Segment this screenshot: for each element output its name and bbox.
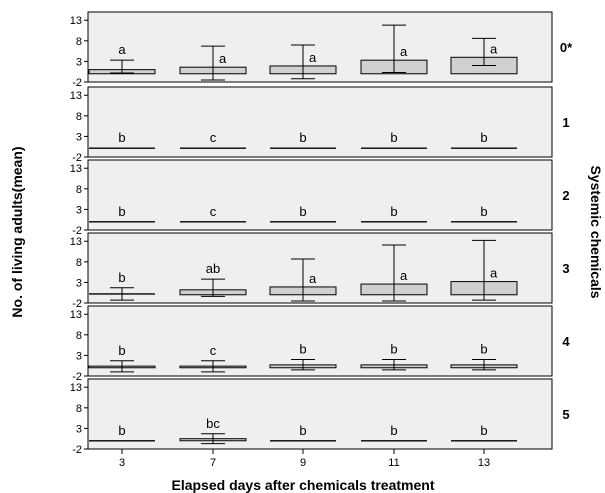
y-tick-label: 3 [76, 131, 82, 143]
significance-letter: a [309, 50, 317, 65]
panel-label: 1 [562, 115, 569, 130]
x-tick-label: 7 [210, 457, 216, 469]
y-tick-label: 3 [76, 350, 82, 362]
panel-label: 5 [562, 407, 569, 422]
y-tick-label: -2 [72, 298, 82, 310]
panel-2: 13 8 3 -2 2 b c b b b [70, 159, 570, 237]
significance-letter: b [118, 204, 125, 219]
significance-letter: b [390, 423, 397, 438]
panel-label: 4 [562, 334, 570, 349]
y-tick-label: 13 [70, 15, 82, 27]
significance-letter: b [118, 130, 125, 145]
x-tick-label: 13 [478, 457, 490, 469]
panel-5: 13 8 3 -2 5 b bc b b b [70, 378, 570, 456]
significance-letter: c [210, 343, 217, 358]
panel-frame [87, 86, 553, 158]
significance-letter: b [299, 423, 306, 438]
significance-letter: b [118, 343, 125, 358]
significance-letter: b [390, 130, 397, 145]
y-tick-label: 13 [70, 309, 82, 321]
y-tick-label: 13 [70, 236, 82, 248]
significance-letter: b [390, 204, 397, 219]
y-tick-label: -2 [72, 77, 82, 89]
significance-letter: a [219, 51, 227, 66]
significance-letter: b [480, 342, 487, 357]
panel-frame [87, 159, 553, 231]
significance-letter: c [210, 130, 217, 145]
significance-letter: b [299, 130, 306, 145]
y-tick-label: 3 [76, 56, 82, 68]
significance-letter: ab [206, 261, 220, 276]
x-axis-label: Elapsed days after chemicals treatment [171, 477, 434, 493]
significance-letter: b [480, 130, 487, 145]
y-tick-label: 13 [70, 382, 82, 394]
y-tick-label: -2 [72, 371, 82, 383]
panel-label: 0* [560, 40, 573, 55]
significance-letter: a [490, 41, 498, 56]
significance-letter: b [299, 342, 306, 357]
panel-3: 13 8 3 -2 3 b ab a a a [70, 232, 570, 310]
significance-letter: c [210, 204, 217, 219]
panel-1: 13 8 3 -2 1 b c b b b [70, 86, 570, 164]
y-tick-label: -2 [72, 444, 82, 456]
significance-letter: b [390, 342, 397, 357]
y-axis-label: No. of living adults(mean) [9, 146, 25, 317]
significance-letter: b [118, 423, 125, 438]
y-tick-label: 8 [76, 36, 82, 48]
significance-letter: bc [206, 416, 220, 431]
panel-label: 2 [562, 188, 569, 203]
significance-letter: a [490, 266, 498, 281]
panel-frame [87, 305, 553, 377]
significance-letter: a [309, 271, 317, 286]
significance-letter: b [480, 204, 487, 219]
facet-title: Systemic chemicals [588, 165, 604, 298]
y-tick-label: 8 [76, 257, 82, 269]
y-tick-label: 3 [76, 204, 82, 216]
y-tick-label: -2 [72, 225, 82, 237]
y-tick-label: 8 [76, 330, 82, 342]
significance-letter: a [400, 268, 408, 283]
y-tick-label: 3 [76, 423, 82, 435]
significance-letter: a [400, 44, 408, 59]
x-tick-label: 11 [388, 457, 399, 469]
y-tick-label: -2 [72, 152, 82, 164]
panel-frame [87, 378, 553, 450]
y-tick-label: 8 [76, 111, 82, 123]
y-tick-label: 3 [76, 277, 82, 289]
y-tick-label: 13 [70, 163, 82, 175]
significance-letter: b [299, 204, 306, 219]
panel-4: 13 8 3 -2 4 b c b b b [70, 305, 570, 383]
x-axis: 3 7 9 11 13 [119, 449, 490, 469]
x-tick-label: 9 [300, 457, 306, 469]
significance-letter: a [118, 42, 126, 57]
y-tick-label: 13 [70, 90, 82, 102]
y-tick-label: 8 [76, 403, 82, 415]
x-tick-label: 3 [119, 457, 125, 469]
y-tick-label: 8 [76, 184, 82, 196]
panel-0: 13 8 3 -2 0* a a a a a [70, 11, 573, 89]
panel-label: 3 [562, 261, 569, 276]
significance-letter: b [480, 423, 487, 438]
significance-letter: b [118, 270, 125, 285]
